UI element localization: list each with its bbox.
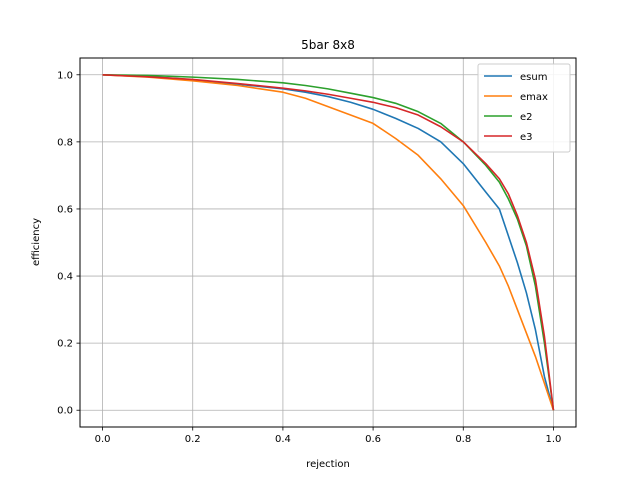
- x-tick-label: 0.0: [95, 434, 111, 445]
- y-tick-label: 1.0: [57, 70, 73, 81]
- legend: esum emax e2 e3: [477, 63, 571, 153]
- series-line-emax: [102, 73, 555, 411]
- series-line-e2: [102, 73, 555, 411]
- y-tick-label: 0.0: [57, 406, 73, 417]
- y-tick-label: 0.6: [57, 204, 73, 215]
- y-tick-label: 0.2: [57, 339, 73, 350]
- legend-label-emax: emax: [520, 92, 548, 103]
- legend-box: [477, 63, 571, 153]
- x-tick-label: 0.6: [365, 434, 381, 445]
- legend-label-e3: e3: [520, 132, 533, 143]
- y-axis-label: efficiency: [31, 218, 42, 266]
- x-tick-label: 0.4: [275, 434, 291, 445]
- legend-label-esum: esum: [520, 72, 547, 83]
- x-tick-label: 0.2: [185, 434, 201, 445]
- y-tick-label: 0.4: [57, 272, 73, 283]
- chart-title: 5bar 8x8: [301, 38, 355, 52]
- y-tick-label: 0.8: [57, 137, 73, 148]
- series-lines: [102, 73, 555, 411]
- series-line-e3: [102, 73, 555, 411]
- x-tick-label: 1.0: [546, 434, 562, 445]
- x-axis-label: rejection: [306, 459, 350, 470]
- x-tick-label: 0.8: [455, 434, 471, 445]
- x-axis-ticks: 0.0 0.2 0.4 0.6 0.8 1.0: [95, 427, 562, 445]
- legend-label-e2: e2: [520, 112, 533, 123]
- y-axis-ticks: 0.0 0.2 0.4 0.6 0.8 1.0: [57, 70, 80, 417]
- plot-frame: [79, 57, 577, 428]
